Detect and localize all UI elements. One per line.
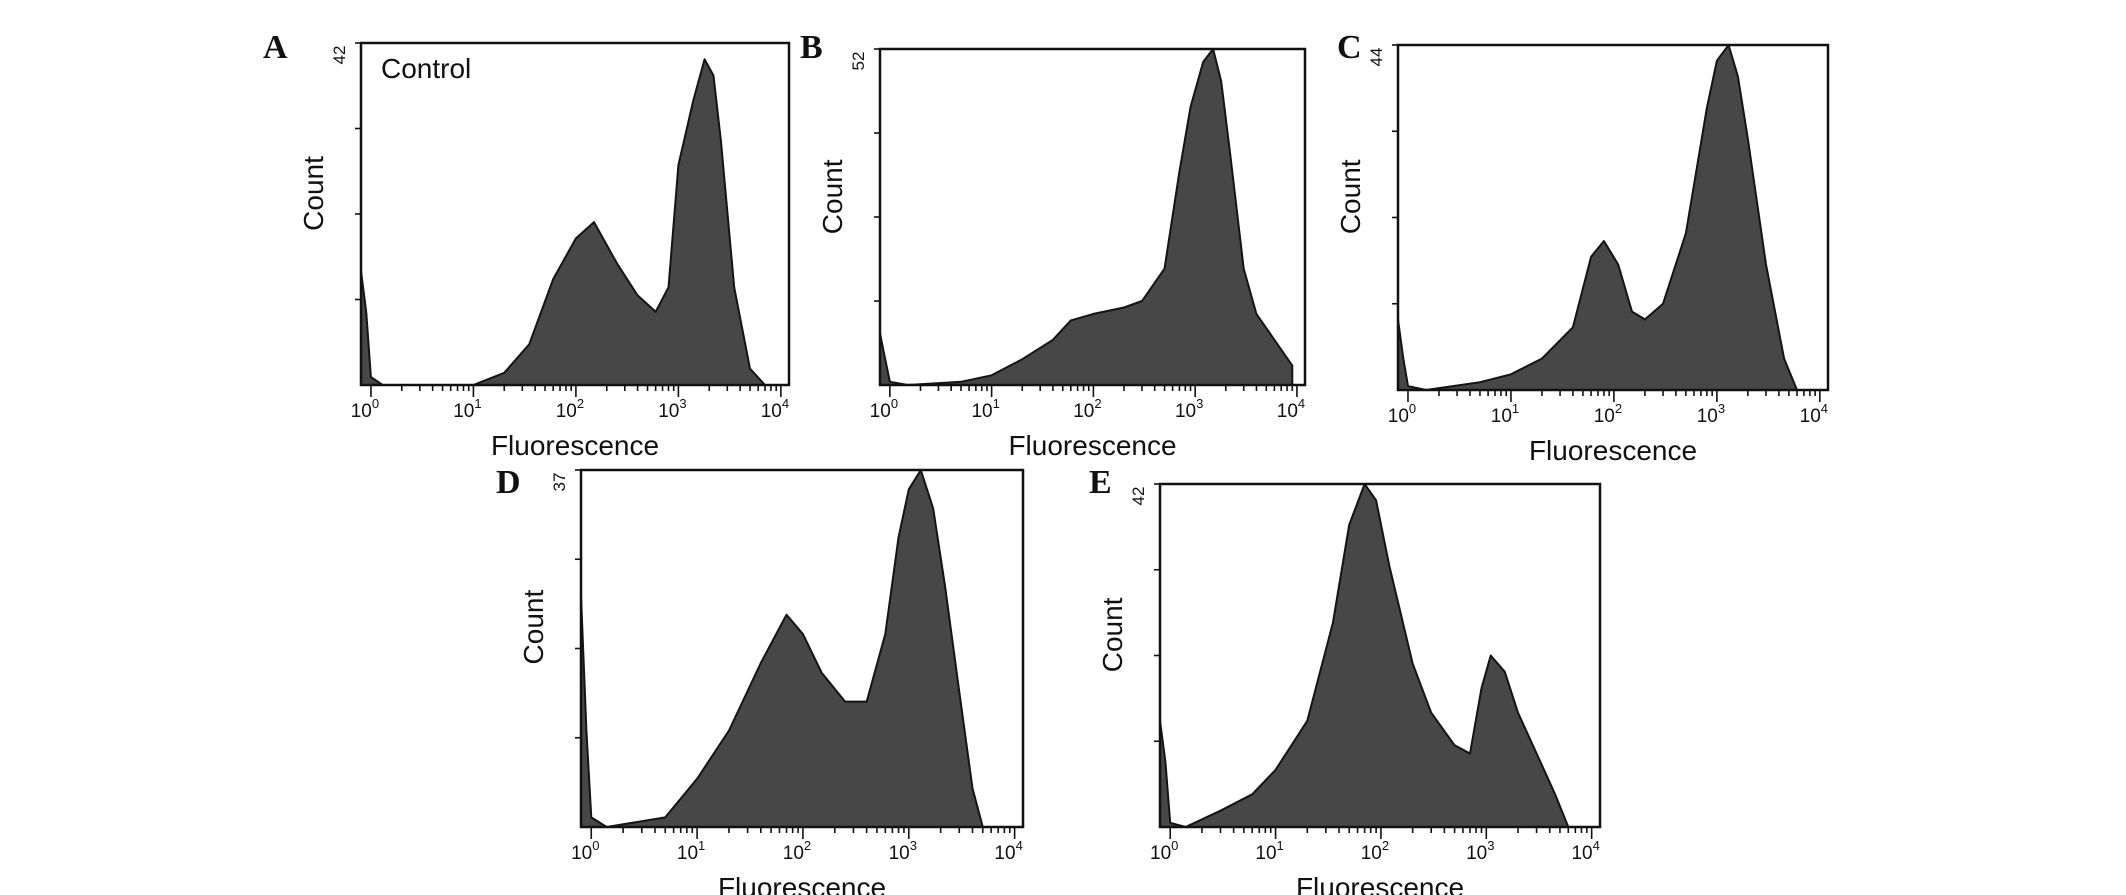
panel-c-x-tick-label: 101 bbox=[1491, 401, 1519, 427]
panel-c-x-tick-label: 103 bbox=[1697, 401, 1725, 427]
panel-d-y-axis-label: Count bbox=[518, 590, 549, 665]
panel-d-y-max-label: 37 bbox=[550, 473, 569, 492]
panel-d-x-tick-label: 104 bbox=[994, 838, 1022, 864]
panel-e: 100 101 102 103 104 Fluorescence Count 42 E bbox=[1089, 464, 1602, 895]
panel-a-x-axis-label: Fluorescence bbox=[491, 430, 659, 461]
panel-e-y-max-label: 42 bbox=[1129, 487, 1148, 506]
panel-c-x-tick-label: 102 bbox=[1594, 401, 1622, 427]
panel-b-x-tick-label: 103 bbox=[1175, 396, 1203, 422]
panel-e-x-tick-label: 101 bbox=[1255, 838, 1283, 864]
panel-a-x-tick-label: 102 bbox=[556, 396, 584, 422]
panel-e-y-axis-label: Count bbox=[1097, 597, 1128, 672]
panel-a-x-tick-label: 104 bbox=[761, 396, 789, 422]
panel-b-x-tick-label: 102 bbox=[1073, 396, 1101, 422]
panel-a-x-tick-label: 103 bbox=[658, 396, 686, 422]
panel-e-letter: E bbox=[1089, 464, 1112, 501]
panel-a-annotation: Control bbox=[381, 53, 471, 84]
panel-e-x-tick-label: 103 bbox=[1466, 838, 1494, 864]
panel-a-histogram bbox=[360, 58, 766, 386]
panel-b-y-axis-label: Count bbox=[817, 159, 848, 234]
panel-a: 100 101 102 103 104 Fluorescence Count 42 A Contr… bbox=[263, 29, 791, 461]
panel-b-x-tick-label: 100 bbox=[870, 396, 898, 422]
panel-d-x-axis-label: Fluorescence bbox=[718, 872, 886, 895]
panel-d-letter: D bbox=[496, 464, 521, 501]
panel-d: 100 101 102 103 104 Fluorescence Count 37 D bbox=[496, 464, 1025, 895]
panel-c: 100 101 102 103 104 Fluorescence Count 44 C bbox=[1335, 29, 1830, 466]
panel-b-histogram bbox=[879, 48, 1294, 386]
panel-e-x-tick-label: 102 bbox=[1361, 838, 1389, 864]
panel-a-x-tick-label: 100 bbox=[351, 396, 379, 422]
panel-c-letter: C bbox=[1337, 29, 1362, 66]
panel-e-histogram bbox=[1159, 483, 1570, 828]
panel-b-y-max-label: 52 bbox=[849, 52, 868, 71]
panel-e-x-axis-label: Fluorescence bbox=[1296, 872, 1464, 895]
panel-d-x-tick-label: 102 bbox=[783, 838, 811, 864]
panel-c-x-tick-label: 104 bbox=[1800, 401, 1828, 427]
panel-a-y-max-label: 42 bbox=[330, 46, 349, 65]
panel-c-x-axis-label: Fluorescence bbox=[1529, 435, 1697, 466]
panel-b-letter: B bbox=[800, 29, 823, 66]
panel-d-x-tick-label: 103 bbox=[889, 838, 917, 864]
panel-a-letter: A bbox=[263, 29, 288, 66]
panel-d-histogram bbox=[580, 469, 984, 828]
panel-c-y-max-label: 44 bbox=[1367, 48, 1386, 67]
panel-e-x-tick-label: 104 bbox=[1571, 838, 1599, 864]
panel-b-x-axis-label: Fluorescence bbox=[1008, 430, 1176, 461]
panel-c-histogram bbox=[1397, 44, 1798, 391]
panel-c-x-tick-label: 100 bbox=[1388, 401, 1416, 427]
panel-b-x-tick-label: 104 bbox=[1277, 396, 1305, 422]
panel-d-x-tick-label: 101 bbox=[677, 838, 705, 864]
panel-c-y-axis-label: Count bbox=[1335, 159, 1366, 234]
panel-b: 100 101 102 103 104 Fluorescence Count 52 B bbox=[800, 29, 1307, 461]
panel-a-x-tick-label: 101 bbox=[453, 396, 481, 422]
panel-a-y-axis-label: Count bbox=[298, 156, 329, 231]
panel-b-x-tick-label: 101 bbox=[971, 396, 999, 422]
panel-d-x-tick-label: 100 bbox=[571, 838, 599, 864]
panel-e-x-tick-label: 100 bbox=[1150, 838, 1178, 864]
